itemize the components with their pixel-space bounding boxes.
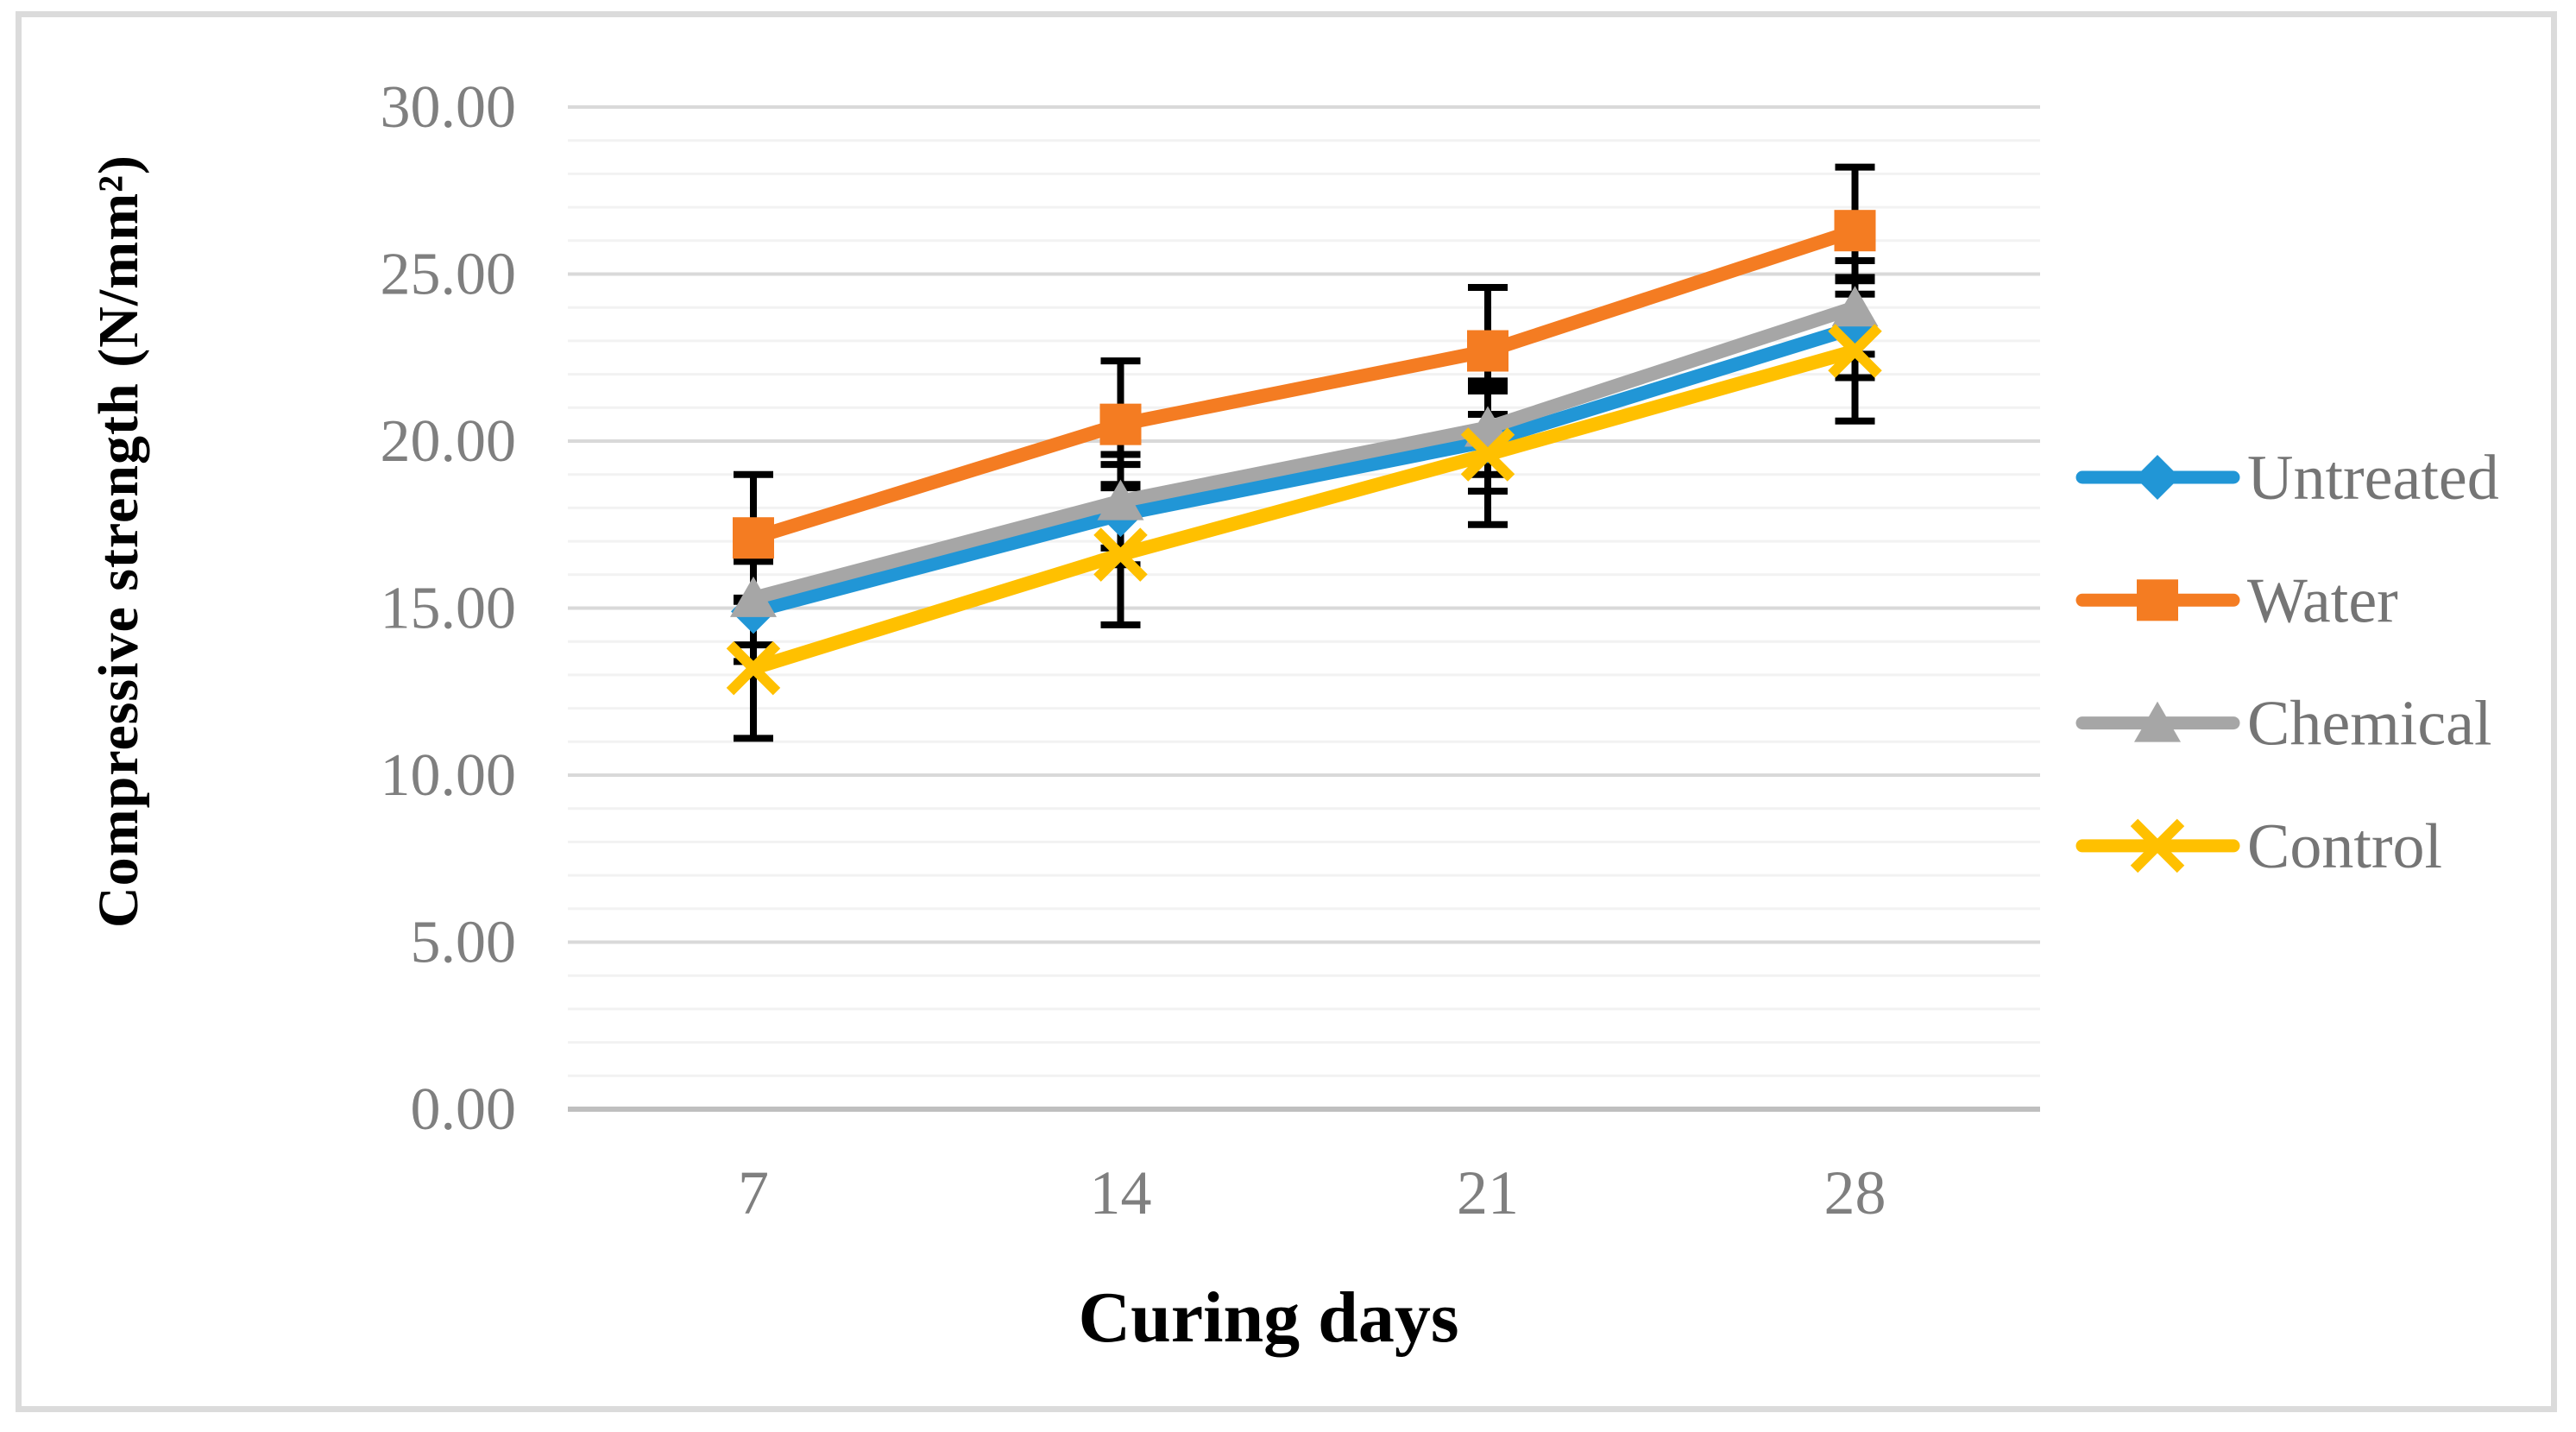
y-tick-label: 20.00 — [381, 408, 517, 475]
marker-control — [726, 640, 781, 696]
x-tick-label: 14 — [1090, 1158, 1152, 1227]
y-tick-label: 25.00 — [381, 242, 517, 308]
series-line-control — [746, 344, 1862, 676]
y-tick-label: 0.00 — [411, 1076, 517, 1143]
marker-control — [1093, 527, 1148, 582]
legend-marker-water — [2137, 579, 2178, 621]
marker-chemical — [730, 576, 777, 617]
series-line-chemical — [746, 300, 1862, 605]
legend-label-chemical: Chemical — [2247, 689, 2492, 760]
y-tick-label: 5.00 — [411, 910, 517, 976]
x-tick-label: 7 — [738, 1158, 769, 1227]
marker-water — [1834, 210, 1876, 252]
legend-marker-control — [2130, 818, 2185, 874]
marker-water — [1467, 330, 1508, 372]
legend-marker-chemical — [2134, 701, 2181, 742]
marker-chemical — [1831, 286, 1879, 327]
figure-border — [16, 11, 2557, 1412]
marker-chemical — [1097, 479, 1144, 520]
legend-label-water: Water — [2247, 565, 2398, 636]
x-axis-title: Curing days — [1078, 1277, 1459, 1358]
legend-marker-untreated — [2135, 455, 2180, 500]
marker-control — [1828, 324, 1882, 378]
x-tick-label: 21 — [1457, 1158, 1519, 1227]
x-tick-label: 28 — [1824, 1158, 1886, 1227]
y-tick-label: 30.00 — [381, 74, 517, 141]
series-line-untreated — [746, 320, 1862, 619]
legend-label-untreated: Untreated — [2247, 443, 2499, 514]
marker-water — [1099, 403, 1142, 445]
y-tick-label: 15.00 — [381, 576, 517, 642]
series-line-water — [746, 224, 1862, 546]
marker-water — [733, 517, 774, 559]
marker-control — [1460, 427, 1515, 482]
y-tick-label: 10.00 — [381, 742, 517, 809]
legend-label-control: Control — [2247, 811, 2442, 882]
